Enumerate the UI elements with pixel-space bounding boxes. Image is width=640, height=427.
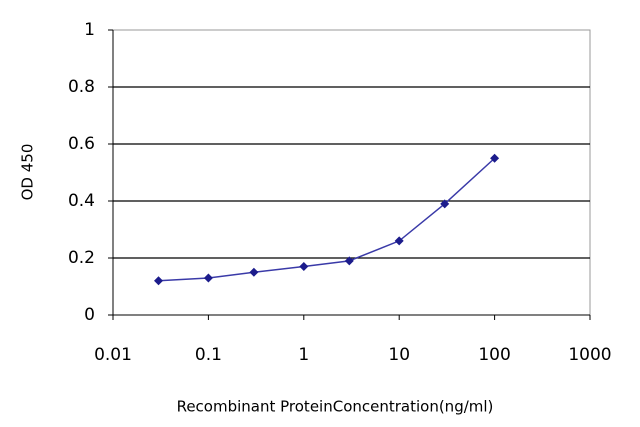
x-tick-label: 100 [478,345,510,365]
data-point [203,273,213,283]
data-point [154,276,164,286]
x-axis-label: Recombinant ProteinConcentration(ng/ml) [177,398,494,416]
y-tick-label: 0.6 [68,134,95,154]
data-point [440,199,450,209]
x-tick-label: 1000 [568,345,611,365]
y-tick-label: 1 [84,20,95,40]
y-tick-label: 0 [84,305,95,325]
data-point [394,236,404,246]
y-tick-label: 0.2 [68,248,95,268]
x-tick-label: 0.01 [94,345,132,365]
x-tick-label: 10 [388,345,410,365]
x-tick-label: 0.1 [195,345,222,365]
y-axis-label: OD 450 [19,144,37,201]
plot-area [112,29,591,316]
data-point [344,256,354,266]
x-tick-label: 1 [298,345,309,365]
data-line [158,157,496,282]
y-tick-label: 0.4 [68,191,95,211]
y-tick-label: 0.8 [68,77,95,97]
data-point [249,267,259,277]
data-point [490,153,500,163]
data-point [299,262,309,272]
